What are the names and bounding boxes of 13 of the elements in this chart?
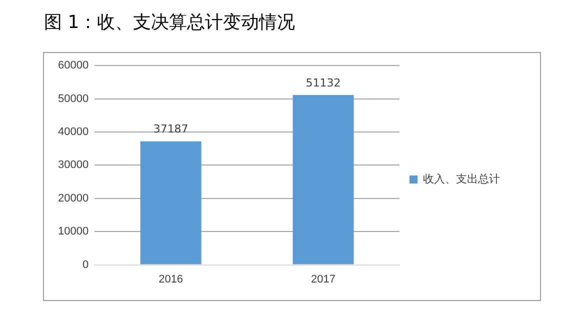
y-tick-label: 30000 bbox=[58, 159, 89, 172]
data-label: 37187 bbox=[153, 122, 188, 136]
y-tick-label: 0 bbox=[82, 258, 89, 271]
x-tick-label: 2016 bbox=[158, 273, 184, 286]
x-tick-label: 2017 bbox=[311, 273, 336, 286]
y-tick-label: 40000 bbox=[58, 126, 89, 138]
legend-label: 收入、支出总计 bbox=[423, 172, 500, 186]
y-tick-label: 60000 bbox=[58, 60, 89, 72]
y-tick-label: 50000 bbox=[58, 92, 89, 105]
y-tick-label: 10000 bbox=[58, 226, 89, 238]
data-label: 51132 bbox=[306, 76, 341, 90]
chart-title: 图 1：收、支决算总计变动情况 bbox=[44, 11, 296, 34]
y-tick-label: 20000 bbox=[58, 192, 89, 204]
